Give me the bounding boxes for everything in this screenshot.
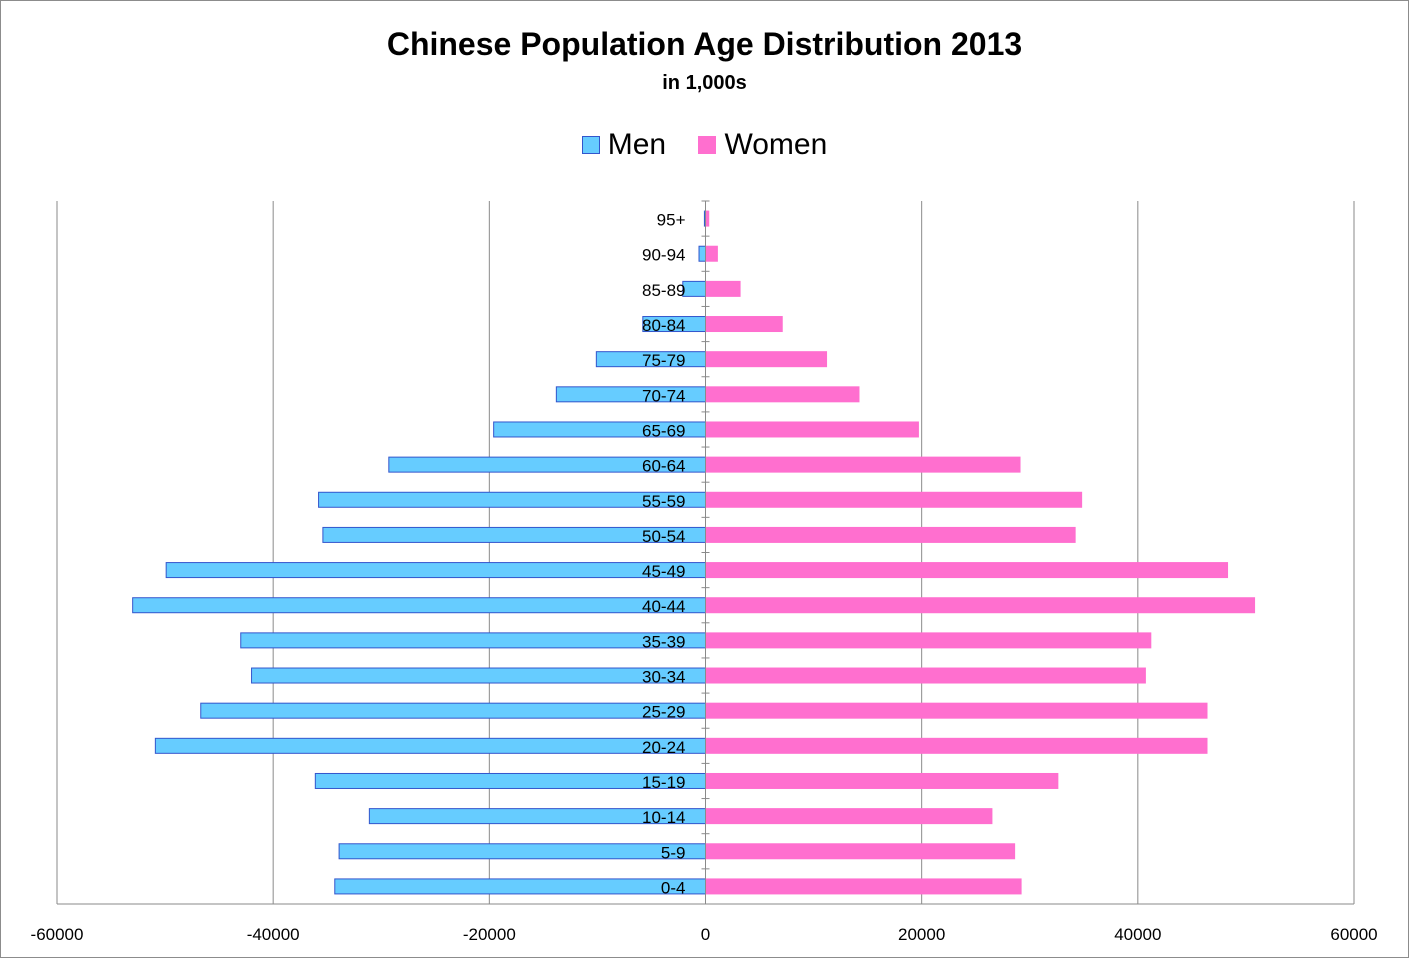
- category-label: 10-14: [642, 808, 685, 827]
- bar-men: [251, 667, 707, 684]
- bar-women: [705, 772, 1059, 789]
- bar-women: [705, 667, 1146, 684]
- bar-women: [705, 843, 1016, 860]
- bar-women: [705, 526, 1076, 543]
- category-label: 5-9: [661, 843, 686, 862]
- category-label: 25-29: [642, 703, 685, 722]
- category-label: 75-79: [642, 351, 685, 370]
- category-label: 15-19: [642, 773, 685, 792]
- x-tick-label: 0: [701, 925, 710, 944]
- legend-label-women: Women: [724, 128, 828, 161]
- x-tick-label: -60000: [31, 925, 84, 944]
- bar-men: [240, 632, 706, 649]
- bar-men: [682, 280, 706, 297]
- category-label: 50-54: [642, 527, 685, 546]
- x-tick-label: 60000: [1330, 925, 1377, 944]
- bar-women: [705, 280, 741, 297]
- category-label: 90-94: [642, 246, 685, 265]
- bar-men: [165, 562, 706, 579]
- bar-women: [705, 597, 1256, 614]
- x-tick-label: -20000: [463, 925, 516, 944]
- category-label: 0-4: [661, 878, 686, 897]
- bar-women: [705, 808, 993, 825]
- bar-men: [154, 737, 706, 754]
- category-label: 65-69: [642, 421, 685, 440]
- category-label: 20-24: [642, 738, 685, 757]
- bar-men: [334, 878, 706, 895]
- category-label: 60-64: [642, 457, 685, 476]
- bar-men: [132, 597, 707, 614]
- category-label: 70-74: [642, 386, 685, 405]
- bar-men: [200, 702, 707, 719]
- legend-item-men: Men: [581, 128, 667, 162]
- x-tick-label: -40000: [247, 925, 300, 944]
- bar-women: [705, 878, 1022, 895]
- bar-women: [705, 491, 1083, 508]
- category-label: 55-59: [642, 492, 685, 511]
- x-tick-label: 20000: [898, 925, 945, 944]
- legend-item-women: Women: [698, 128, 827, 162]
- bar-women: [705, 351, 828, 368]
- category-label: 95+: [657, 211, 686, 230]
- category-label: 80-84: [642, 316, 685, 335]
- chart-title: Chinese Population Age Distribution 2013: [386, 26, 1023, 62]
- chart-legend: Men Women: [0, 128, 1409, 162]
- bar-women: [705, 456, 1021, 473]
- category-label: 40-44: [642, 597, 685, 616]
- bar-men: [338, 843, 706, 860]
- bar-women: [705, 316, 783, 333]
- legend-swatch-men: [581, 136, 600, 154]
- bar-women: [705, 737, 1208, 754]
- bar-women: [705, 702, 1208, 719]
- bar-women: [705, 632, 1152, 649]
- bar-women: [705, 421, 919, 438]
- x-tick-label: 40000: [1114, 925, 1161, 944]
- legend-label-men: Men: [607, 128, 667, 161]
- bar-men: [698, 245, 707, 262]
- bar-women: [705, 386, 860, 403]
- bar-women: [705, 562, 1229, 579]
- bar-women: [705, 245, 718, 262]
- category-label: 45-49: [642, 562, 685, 581]
- category-label: 85-89: [642, 281, 685, 300]
- chart-subtitle: in 1,000s: [662, 72, 747, 94]
- category-label: 35-39: [642, 632, 685, 651]
- legend-swatch-women: [698, 136, 717, 154]
- category-label: 30-34: [642, 668, 685, 687]
